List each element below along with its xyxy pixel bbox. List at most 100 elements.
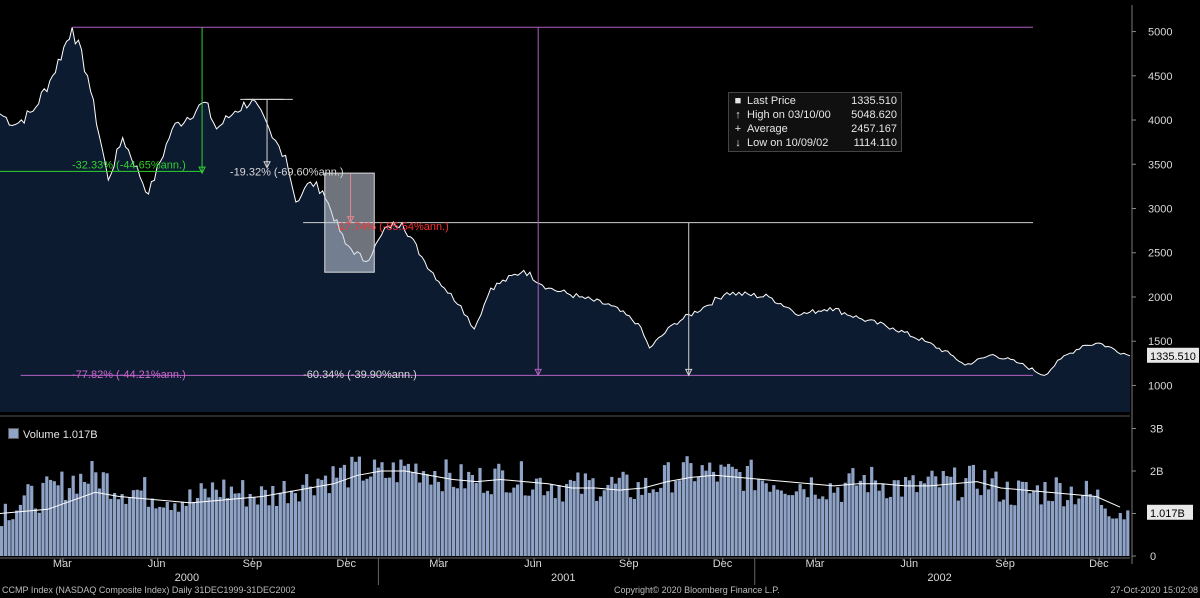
volume-bar	[670, 492, 674, 556]
volume-legend-label: Volume 1.017B	[23, 429, 98, 441]
volume-bar	[922, 483, 926, 556]
footer-ticker: CCMP Index (NASDAQ Composite Index) Dail…	[2, 585, 296, 595]
volume-bar	[395, 482, 399, 556]
price-line	[0, 27, 1131, 376]
volume-bar	[94, 472, 98, 556]
price-panel: -32.33% (-44.65%ann.) -19.32% (-69.60%ann…	[0, 5, 1199, 564]
x-tick-label: Sep	[243, 558, 263, 570]
volume-bar	[290, 490, 294, 556]
volume-bar	[602, 490, 606, 556]
volume-bar	[1099, 505, 1104, 556]
volume-bar	[478, 467, 482, 556]
volume-bar	[523, 495, 527, 556]
volume-bar	[855, 485, 859, 556]
volume-bar	[565, 484, 569, 556]
volume-bar	[339, 467, 343, 556]
volume-bar	[873, 480, 878, 556]
volume-bar	[346, 487, 350, 556]
y-tick-label: 2000	[1148, 292, 1172, 304]
x-tick-label: Mar	[806, 558, 825, 570]
volume-bar	[116, 499, 120, 556]
volume-bar	[1062, 506, 1066, 556]
volume-bar	[847, 473, 851, 556]
volume-bar	[745, 466, 749, 556]
legend-label: Average	[747, 123, 788, 135]
volume-bar	[1103, 508, 1107, 556]
volume-bar	[896, 480, 900, 556]
last-volume-tag	[1147, 504, 1193, 520]
volume-bar	[1028, 493, 1032, 556]
volume-bar	[817, 498, 821, 556]
volume-y-tick-label: 2B	[1150, 466, 1163, 478]
volume-bar	[414, 463, 418, 556]
volume-bar	[158, 506, 162, 556]
volume-bar	[949, 476, 953, 556]
volume-bar	[742, 490, 746, 556]
last-volume-label: 1.017B	[1150, 508, 1185, 520]
volume-bar	[497, 463, 501, 556]
volume-bar	[297, 501, 301, 556]
volume-bar	[1081, 495, 1085, 556]
volume-bar	[934, 476, 938, 556]
volume-bar	[990, 478, 994, 556]
y-tick-label: 3000	[1148, 204, 1172, 216]
volume-bar	[150, 498, 154, 556]
volume-bar	[1035, 485, 1039, 556]
volume-bar	[22, 495, 26, 556]
volume-bar	[870, 466, 874, 556]
volume-bar	[821, 496, 825, 556]
volume-bar	[335, 477, 339, 556]
volume-bar	[606, 484, 610, 556]
volume-bar	[813, 494, 817, 556]
volume-bar	[1114, 518, 1119, 556]
volume-bar	[1107, 516, 1111, 556]
volume-bar	[433, 471, 437, 556]
volume-bar	[1096, 489, 1100, 556]
volume-bar	[233, 493, 237, 556]
volume-bar	[493, 468, 497, 556]
volume-moving-average-line	[0, 470, 1121, 514]
volume-bar	[162, 507, 166, 556]
volume-bar	[843, 482, 847, 556]
volume-bar	[222, 479, 226, 556]
volume-bar	[241, 480, 245, 556]
volume-bar	[644, 477, 648, 556]
drawdown-annotation: -60.34% (-39.90%ann.)	[303, 369, 417, 381]
volume-bar	[278, 492, 282, 556]
volume-bar	[1077, 498, 1081, 556]
volume-bar	[301, 484, 305, 556]
volume-bar	[655, 492, 659, 556]
x-tick-label: Dec	[336, 558, 356, 570]
x-tick-label: Mar	[429, 558, 448, 570]
volume-bar	[195, 498, 200, 556]
volume-bar	[327, 493, 331, 556]
volume-bar	[1058, 483, 1062, 556]
volume-bar	[101, 472, 105, 556]
volume-bar	[165, 502, 169, 556]
volume-bar	[267, 505, 271, 556]
volume-bar	[723, 466, 727, 556]
price-area-fill	[0, 27, 1130, 413]
volume-bar	[1092, 496, 1096, 556]
volume-bar	[1050, 501, 1055, 556]
legend-label: Low on 10/09/02	[747, 137, 829, 149]
volume-bar	[640, 494, 644, 556]
volume-bar	[802, 489, 806, 556]
x-tick-label: Sep	[619, 558, 639, 570]
volume-bar	[753, 490, 757, 556]
volume-bar	[587, 480, 591, 556]
volume-bar	[689, 463, 693, 556]
legend-value: 2457.167	[851, 123, 897, 135]
volume-bar	[259, 486, 264, 556]
volume-bar	[124, 503, 128, 556]
volume-panel: 01B2B3B1.017B	[0, 424, 1193, 563]
volume-bar	[1122, 519, 1126, 556]
volume-bar	[561, 501, 565, 556]
volume-bar	[715, 481, 719, 556]
volume-bar	[986, 489, 991, 556]
volume-bar	[429, 484, 433, 556]
drawdown-annotation: -32.33% (-44.65%ann.)	[72, 159, 186, 171]
x-tick-label: Jun	[524, 558, 542, 570]
volume-bar	[840, 501, 844, 556]
footer-copyright: Copyright© 2020 Bloomberg Finance L.P.	[614, 585, 780, 595]
